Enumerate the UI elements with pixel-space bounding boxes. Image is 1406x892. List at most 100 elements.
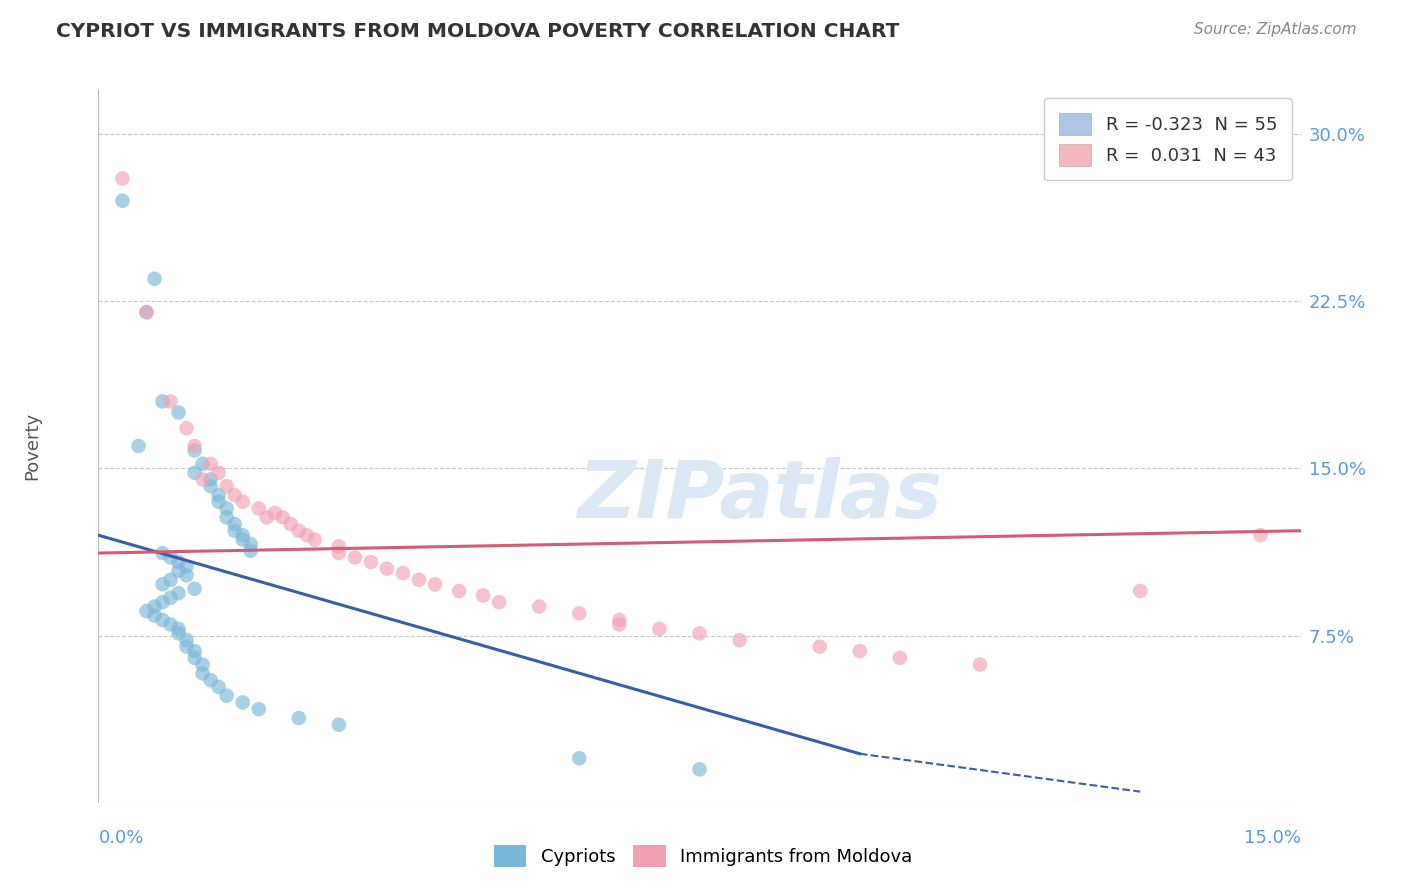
Text: 15.0%: 15.0% bbox=[1243, 829, 1301, 847]
Point bbox=[167, 555, 190, 569]
Point bbox=[135, 604, 157, 618]
Point bbox=[328, 546, 350, 560]
Point bbox=[609, 617, 631, 632]
Point bbox=[111, 171, 134, 186]
Point bbox=[295, 528, 318, 542]
Point bbox=[488, 595, 510, 609]
Point bbox=[191, 457, 214, 471]
Point bbox=[889, 651, 911, 665]
Point bbox=[271, 510, 294, 524]
Point bbox=[111, 194, 134, 208]
Point bbox=[152, 394, 174, 409]
Point bbox=[183, 466, 205, 480]
Text: ZIPatlas: ZIPatlas bbox=[576, 457, 942, 535]
Text: 0.0%: 0.0% bbox=[98, 829, 143, 847]
Legend: R = -0.323  N = 55, R =  0.031  N = 43: R = -0.323 N = 55, R = 0.031 N = 43 bbox=[1045, 98, 1292, 180]
Point bbox=[176, 421, 198, 435]
Point bbox=[969, 657, 991, 672]
Point bbox=[208, 488, 231, 502]
Point bbox=[808, 640, 831, 654]
Point bbox=[152, 577, 174, 591]
Point bbox=[232, 494, 254, 508]
Point bbox=[167, 405, 190, 420]
Point bbox=[689, 762, 711, 776]
Point bbox=[529, 599, 551, 614]
Point bbox=[191, 473, 214, 487]
Point bbox=[224, 488, 246, 502]
Point bbox=[232, 533, 254, 547]
Point bbox=[288, 524, 311, 538]
Point bbox=[215, 479, 238, 493]
Point bbox=[728, 633, 751, 648]
Point bbox=[232, 696, 254, 710]
Point bbox=[215, 689, 238, 703]
Point bbox=[328, 539, 350, 553]
Point bbox=[849, 644, 872, 658]
Point bbox=[1129, 583, 1152, 598]
Point bbox=[143, 271, 166, 285]
Point bbox=[167, 564, 190, 578]
Point bbox=[176, 559, 198, 574]
Point bbox=[648, 622, 671, 636]
Point bbox=[159, 550, 181, 565]
Point bbox=[215, 501, 238, 516]
Point bbox=[263, 506, 285, 520]
Point bbox=[200, 479, 222, 493]
Point bbox=[609, 613, 631, 627]
Point bbox=[689, 626, 711, 640]
Point bbox=[247, 702, 270, 716]
Point bbox=[183, 651, 205, 665]
Point bbox=[200, 673, 222, 687]
Point bbox=[159, 617, 181, 632]
Point bbox=[200, 457, 222, 471]
Point bbox=[143, 599, 166, 614]
Point bbox=[239, 543, 262, 558]
Point bbox=[360, 555, 382, 569]
Point bbox=[152, 595, 174, 609]
Text: CYPRIOT VS IMMIGRANTS FROM MOLDOVA POVERTY CORRELATION CHART: CYPRIOT VS IMMIGRANTS FROM MOLDOVA POVER… bbox=[56, 22, 900, 41]
Point bbox=[1250, 528, 1272, 542]
Point bbox=[224, 524, 246, 538]
Point bbox=[159, 573, 181, 587]
Point bbox=[568, 751, 591, 765]
Point bbox=[183, 443, 205, 458]
Text: Source: ZipAtlas.com: Source: ZipAtlas.com bbox=[1194, 22, 1357, 37]
Point bbox=[176, 568, 198, 582]
Point bbox=[200, 473, 222, 487]
Point bbox=[568, 607, 591, 621]
Point bbox=[128, 439, 150, 453]
Point bbox=[208, 680, 231, 694]
Point bbox=[224, 517, 246, 532]
Point bbox=[232, 528, 254, 542]
Point bbox=[208, 494, 231, 508]
Point bbox=[304, 533, 326, 547]
Text: Poverty: Poverty bbox=[24, 412, 41, 480]
Point bbox=[152, 613, 174, 627]
Point bbox=[159, 394, 181, 409]
Legend: Cypriots, Immigrants from Moldova: Cypriots, Immigrants from Moldova bbox=[486, 838, 920, 874]
Point bbox=[159, 591, 181, 605]
Point bbox=[375, 562, 398, 576]
Point bbox=[208, 466, 231, 480]
Point bbox=[183, 644, 205, 658]
Point bbox=[191, 657, 214, 672]
Point bbox=[239, 537, 262, 551]
Point bbox=[247, 501, 270, 516]
Point bbox=[472, 589, 495, 603]
Point bbox=[176, 633, 198, 648]
Point bbox=[183, 582, 205, 596]
Point bbox=[408, 573, 430, 587]
Point bbox=[447, 583, 470, 598]
Point bbox=[176, 640, 198, 654]
Point bbox=[328, 717, 350, 731]
Point bbox=[288, 711, 311, 725]
Point bbox=[343, 550, 366, 565]
Point bbox=[191, 666, 214, 681]
Point bbox=[167, 622, 190, 636]
Point bbox=[280, 517, 302, 532]
Point bbox=[143, 608, 166, 623]
Point bbox=[423, 577, 446, 591]
Point bbox=[135, 305, 157, 319]
Point bbox=[392, 566, 415, 581]
Point bbox=[135, 305, 157, 319]
